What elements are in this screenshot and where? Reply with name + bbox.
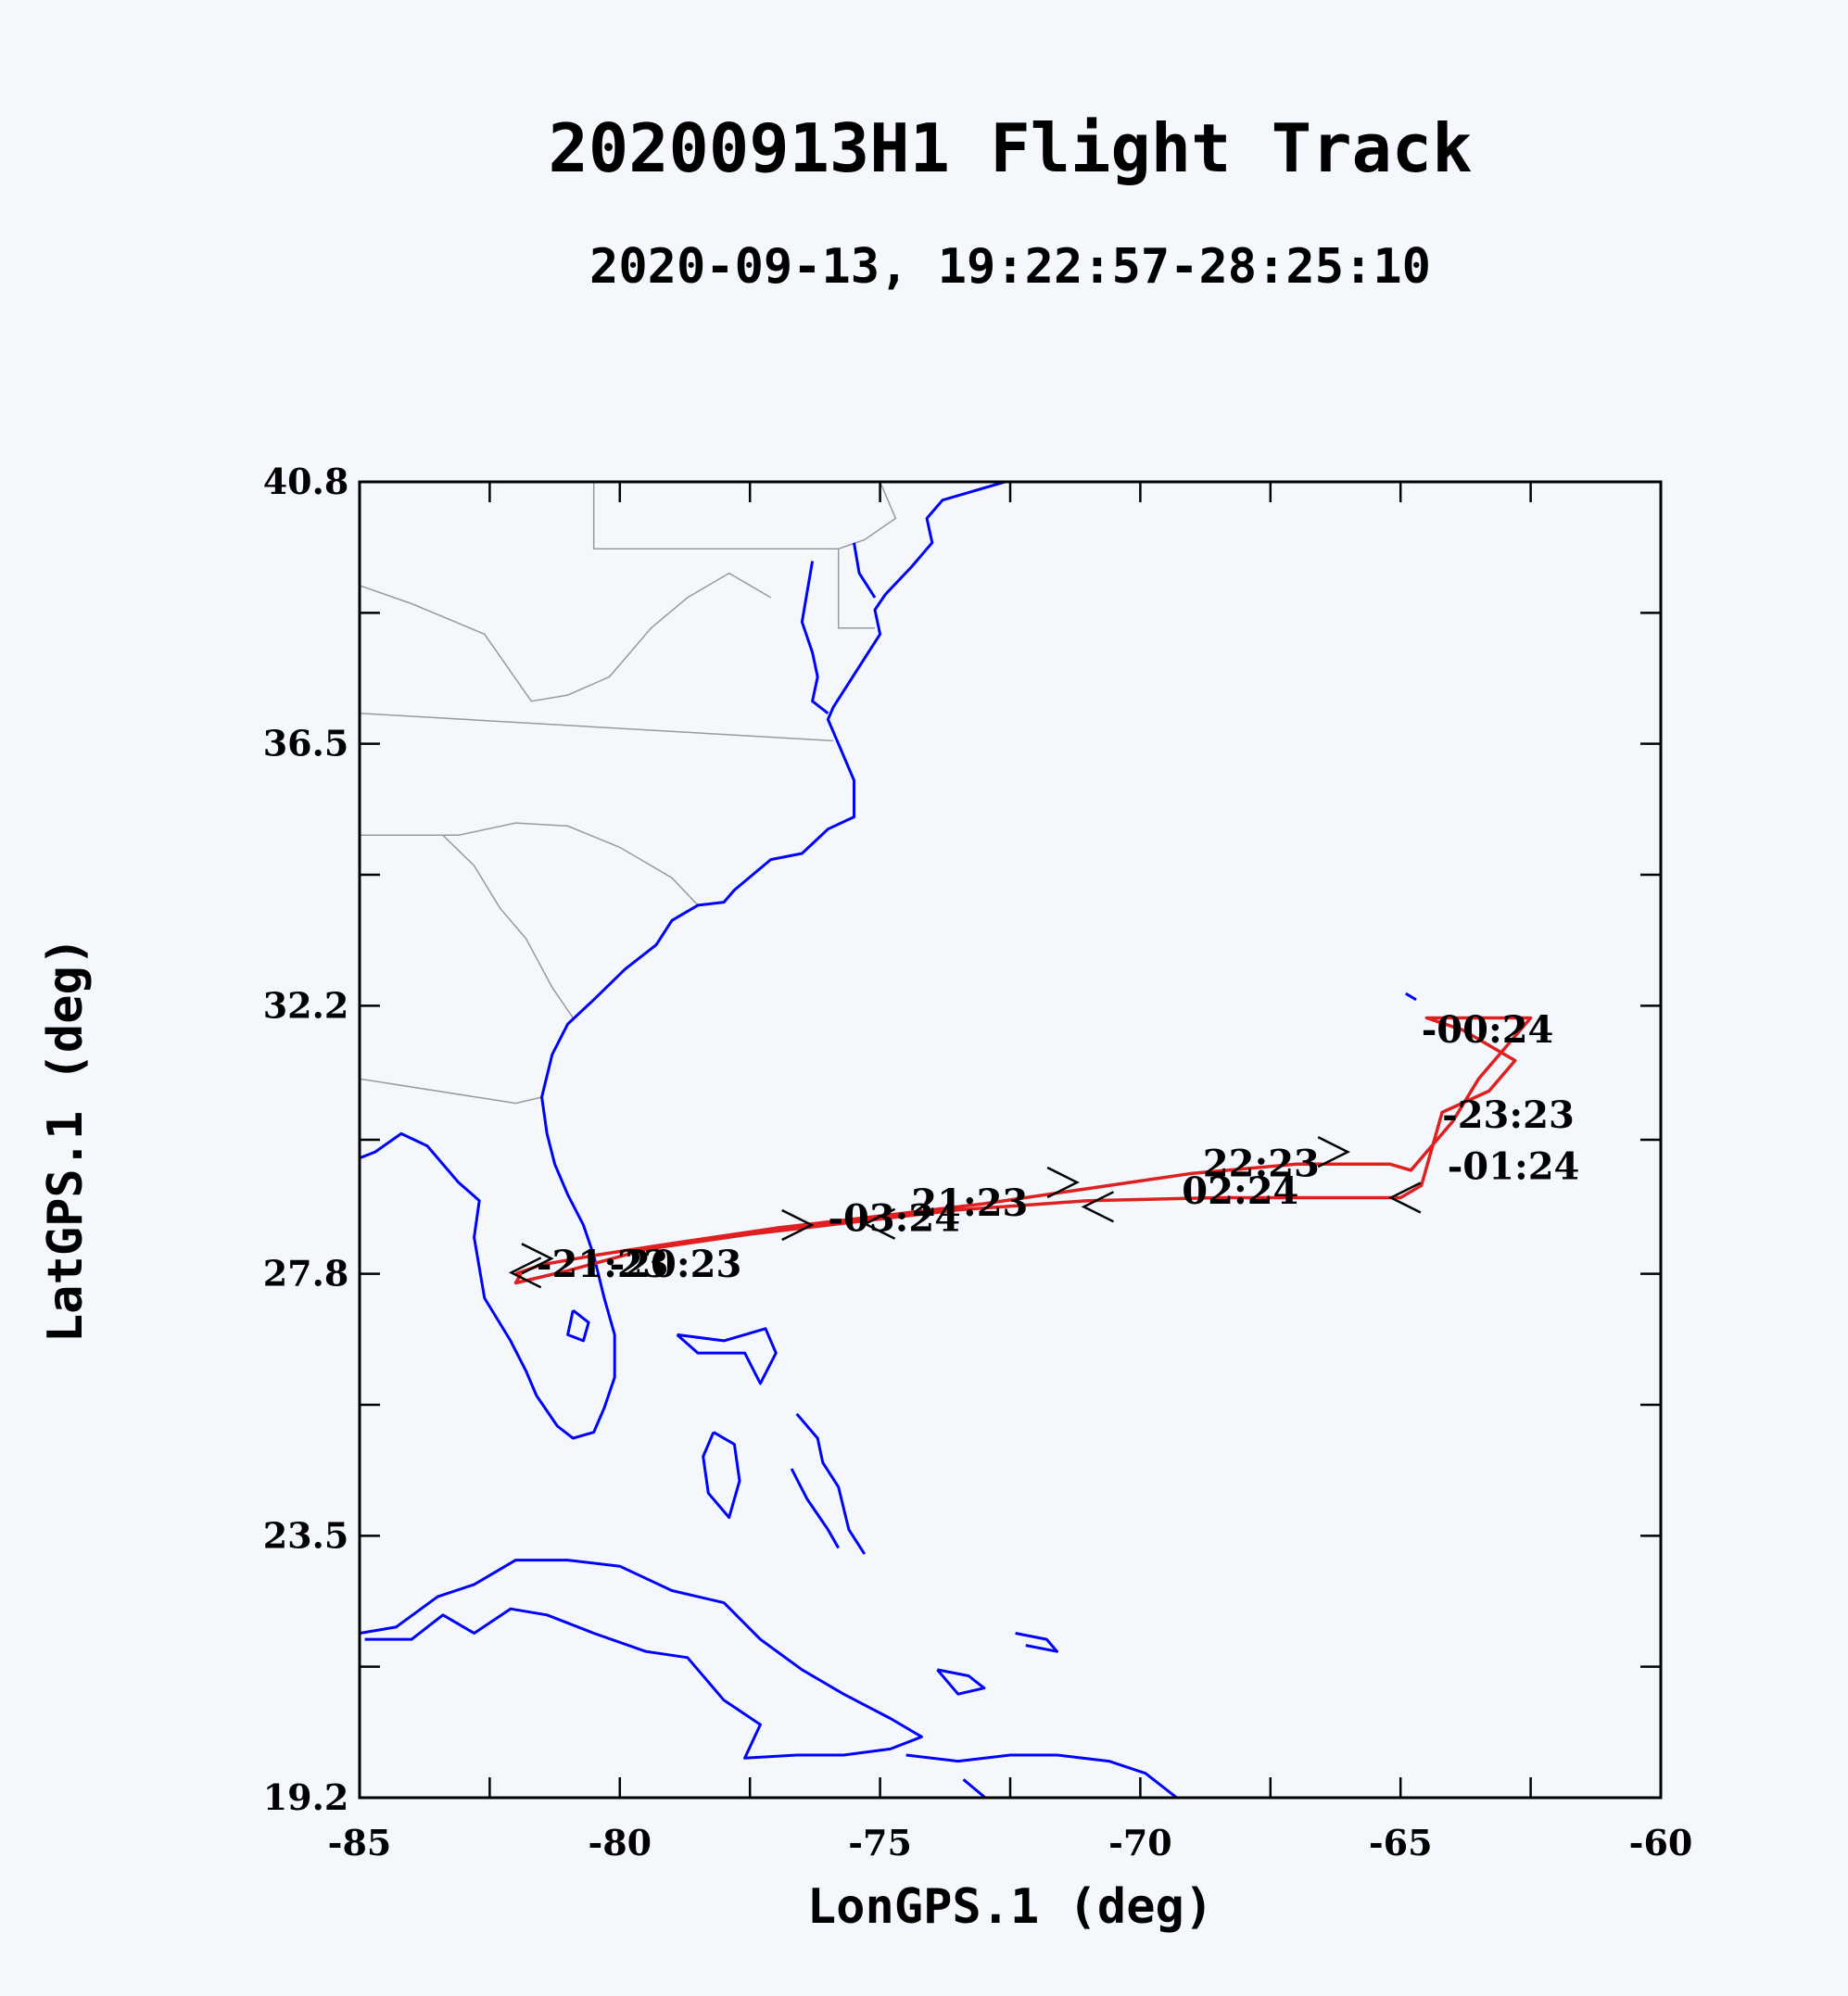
direction-arrow-7 <box>508 1257 542 1289</box>
basemap <box>360 482 1417 1798</box>
time-label-6: -03:24 <box>828 1197 960 1241</box>
chart-subtitle: 2020-09-13, 19:22:57-28:25:10 <box>589 239 1431 295</box>
y-tick-label-4: 36.5 <box>263 723 349 764</box>
state-borders <box>360 482 897 1105</box>
direction-arrows <box>508 1136 1422 1289</box>
time-label-7: -20:23 <box>610 1243 742 1286</box>
y-tick-label-5: 40.8 <box>263 461 349 502</box>
lake-okeechobee <box>566 1308 590 1343</box>
coastline-bermuda <box>1405 992 1417 1002</box>
x-tick-label-0: -85 <box>328 1822 392 1863</box>
coastline-cuba <box>360 1559 923 1760</box>
x-tick-label-3: -70 <box>1108 1822 1172 1863</box>
direction-arrow-2 <box>781 1208 815 1242</box>
coastline-eleuthera <box>795 1412 867 1555</box>
coastline-turks-caicos <box>1015 1632 1058 1653</box>
x-tick-label-4: -65 <box>1369 1822 1433 1863</box>
direction-arrow-4 <box>1388 1181 1422 1214</box>
plot-frame <box>358 480 1663 1800</box>
time-label-0: -00:24 <box>1422 1008 1554 1052</box>
coastline-inagua <box>936 1668 986 1696</box>
coastline-chesapeake <box>800 561 829 714</box>
state-border-5 <box>838 482 897 550</box>
time-label-4: 02:24 <box>1182 1169 1298 1213</box>
coastline-grand-bahama-abaco <box>676 1327 778 1385</box>
time-label-1: -23:23 <box>1442 1093 1575 1137</box>
direction-arrow-3 <box>521 1243 554 1275</box>
y-tick-label-1: 23.5 <box>263 1514 349 1556</box>
state-border-6 <box>442 834 574 1018</box>
direction-arrow-6 <box>862 1207 896 1240</box>
x-axis-label: LonGPS.1 (deg) <box>807 1879 1213 1935</box>
axis-ticks: -85 -80 -75 -70 -65 -60 19.2 23.5 27.8 32.2 36.5 40… <box>263 461 1693 1863</box>
coastline-exuma <box>790 1468 841 1549</box>
chart-title: 20200913H1 Flight Track <box>549 109 1473 187</box>
state-border-1 <box>360 822 699 906</box>
coastline-andros <box>702 1431 741 1520</box>
direction-arrow-1 <box>1046 1166 1080 1199</box>
direction-arrow-5 <box>1081 1191 1115 1223</box>
coastline-delaware-bay <box>853 542 877 599</box>
y-axis-label: LatGPS.1 (deg) <box>38 937 94 1343</box>
y-tick-label-2: 27.8 <box>263 1253 349 1295</box>
y-tick-label-0: 19.2 <box>263 1776 349 1818</box>
coastline-hispaniola <box>905 1753 1179 1798</box>
time-label-5: 21:23 <box>911 1181 1028 1225</box>
y-tick-label-3: 32.2 <box>263 984 349 1026</box>
x-tick-label-2: -75 <box>848 1822 912 1863</box>
time-label-2: -01:24 <box>1448 1145 1580 1189</box>
state-border-4 <box>592 482 875 629</box>
coastlines <box>360 482 1417 1798</box>
state-border-0 <box>360 713 834 742</box>
direction-arrow-0 <box>1317 1136 1350 1169</box>
time-label-8: -21:23 <box>537 1243 669 1286</box>
x-tick-label-1: -80 <box>588 1822 652 1863</box>
coastline-east <box>360 482 1006 1440</box>
x-tick-label-5: -60 <box>1629 1822 1693 1863</box>
state-border-3 <box>360 572 772 702</box>
time-label-3: 22:23 <box>1203 1142 1320 1185</box>
state-border-2 <box>360 1078 542 1105</box>
